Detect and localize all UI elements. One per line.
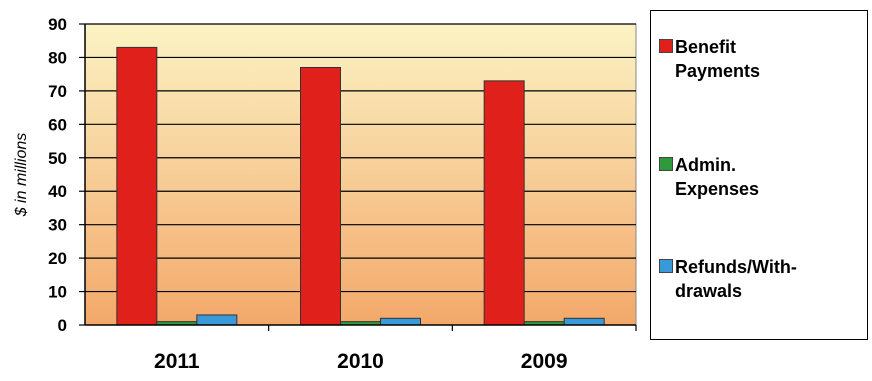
bar-2009-series-0 <box>483 80 525 326</box>
y-tick-label: 80 <box>48 48 67 67</box>
legend-item-refunds-withdrawals: Refunds/With- drawals <box>659 255 864 303</box>
x-tick-label: 2011 <box>154 350 200 373</box>
x-tick-label: 2010 <box>337 350 384 373</box>
bars <box>116 46 605 326</box>
axes <box>79 23 637 331</box>
legend-label-admin-expenses: Admin. Expenses <box>675 155 760 199</box>
bar-2010-series-0 <box>300 66 341 326</box>
legend-item-admin-expenses: Admin. Expenses <box>659 153 864 201</box>
y-tick-label: 10 <box>48 283 67 302</box>
y-tick-label: 20 <box>48 249 67 268</box>
legend-item-benefit-payments: Benefit Payments <box>659 35 864 83</box>
y-tick-labels: 0 10 20 30 40 50 60 70 80 90 <box>48 15 67 335</box>
legend-label-benefit-payments: Benefit Payments <box>675 37 761 81</box>
legend-swatch-refunds-withdrawals <box>659 259 673 273</box>
y-tick-label: 0 <box>58 316 67 335</box>
x-tick-labels: 2011 2010 2009 <box>154 350 567 373</box>
y-tick-label: 40 <box>48 182 67 201</box>
gridlines <box>85 23 636 293</box>
bar-chart: 0 10 20 30 40 50 60 70 80 90 2011 2010 2009 $ in mi… <box>13 15 637 373</box>
y-tick-label: 90 <box>48 15 67 34</box>
y-tick-label: 50 <box>48 149 67 168</box>
bar-2010-series-2 <box>380 317 421 326</box>
bar-2011-series-2 <box>196 314 238 326</box>
y-tick-label: 30 <box>48 216 67 235</box>
bar-2009-series-2 <box>563 317 605 326</box>
legend-swatch-admin-expenses <box>659 157 673 171</box>
legend-label-refunds-withdrawals: Refunds/With- drawals <box>675 257 797 301</box>
y-axis-label: $ in millions <box>13 133 30 218</box>
bar-2011-series-0 <box>116 46 158 326</box>
legend: Benefit Payments Admin. Expenses Refunds… <box>650 10 868 340</box>
plot-area <box>84 23 637 326</box>
x-tick-label: 2009 <box>521 350 568 373</box>
y-tick-label: 70 <box>48 82 67 101</box>
legend-swatch-benefit-payments <box>659 39 673 53</box>
y-tick-label: 60 <box>48 115 67 134</box>
